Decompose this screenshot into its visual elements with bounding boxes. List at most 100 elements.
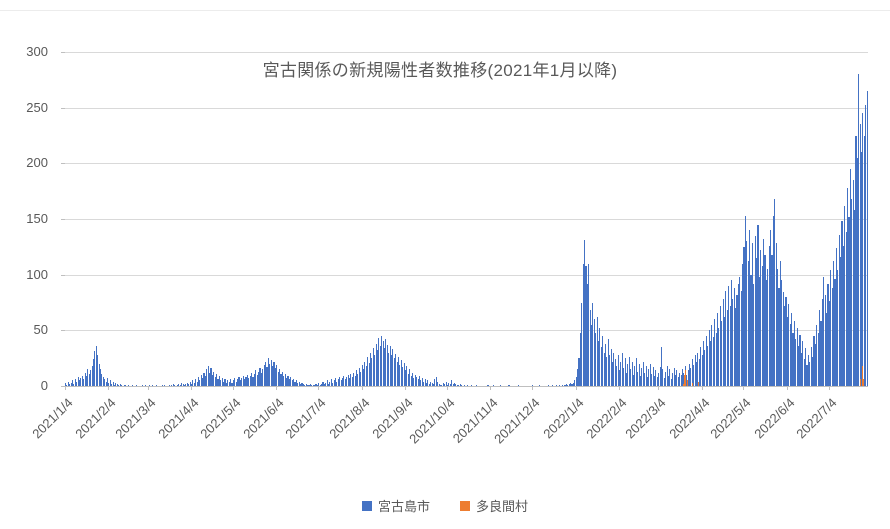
- miyakojima-bar: [680, 374, 682, 386]
- miyakojima-bar: [344, 379, 346, 386]
- miyakojima-bar: [99, 369, 102, 386]
- legend-label-tarama: 多良間村: [476, 499, 529, 514]
- miyakojima-bar: [728, 285, 730, 386]
- miyakojima-bar: [298, 381, 300, 386]
- miyakojima-bar: [624, 358, 626, 386]
- miyakojima-bar: [694, 354, 696, 386]
- miyakojima-bar: [294, 381, 296, 386]
- miyakojima-bar: [704, 350, 706, 386]
- miyakojima-bar: [539, 384, 541, 386]
- miyakojima-bar: [301, 382, 303, 386]
- miyakojima-bar: [658, 372, 660, 386]
- miyakojima-bar: [719, 305, 721, 386]
- miyakojima-bar: [277, 371, 279, 386]
- miyakojima-bar: [635, 358, 637, 386]
- tarama-legend-swatch-icon: [460, 500, 470, 511]
- miyakojima-bar: [348, 378, 351, 386]
- miyakojima-bar: [760, 250, 762, 386]
- miyakojima-bar: [556, 384, 558, 386]
- miyakojima-bar: [287, 375, 289, 386]
- miyakojima-bar: [85, 375, 88, 386]
- miyakojima-bar: [112, 381, 114, 386]
- miyakojima-bar: [803, 359, 805, 386]
- miyakojima-bar: [666, 365, 668, 386]
- miyakojima-bar: [108, 382, 110, 386]
- miyakojima-bar: [455, 383, 457, 386]
- miyakojima-bar: [690, 368, 692, 386]
- miyakojima-bar: [756, 257, 758, 386]
- legend-label-miyakojima: 宮古島市: [377, 499, 430, 514]
- miyakojima-bar: [757, 224, 759, 386]
- miyakojima-bar: [567, 384, 569, 386]
- miyakojima-bar: [600, 347, 602, 386]
- miyakojima-bar: [730, 280, 732, 386]
- miyakojima-bar: [151, 384, 153, 386]
- miyakojima-bar: [255, 370, 257, 386]
- miyakojima-bar: [231, 382, 233, 386]
- miyakojima-bar: [754, 235, 756, 386]
- miyakojima-bar: [174, 384, 176, 386]
- miyakojima-bar: [283, 375, 285, 386]
- miyakojima-bar: [148, 384, 151, 386]
- miyakojima-bar: [319, 384, 321, 386]
- miyakojima-bar: [688, 363, 691, 386]
- miyakojima-bar: [595, 332, 597, 386]
- miyakojima-bar: [558, 384, 560, 386]
- miyakojima-bar: [281, 371, 283, 386]
- miyakojima-bar: [333, 380, 335, 386]
- miyakojima-bar: [693, 364, 695, 386]
- miyakojima-bar: [617, 354, 619, 386]
- legend-item-tarama[interactable]: 多良間村: [460, 496, 528, 515]
- miyakojima-bar: [831, 288, 833, 386]
- miyakojima-bar: [593, 319, 595, 386]
- miyakojima-bar: [78, 380, 81, 386]
- miyakojima-bar: [273, 361, 275, 386]
- miyakojima-bar: [372, 348, 374, 386]
- miyakojima-bar: [217, 379, 219, 386]
- miyakojima-bar: [81, 375, 83, 386]
- miyakojima-bar: [385, 339, 387, 386]
- miyakojima-bar: [224, 379, 226, 386]
- miyakojima-bar: [188, 383, 190, 386]
- miyakojima-bar: [458, 384, 460, 386]
- miyakojima-bar: [379, 345, 381, 386]
- miyakojima-bar: [774, 198, 776, 386]
- miyakojima-bar: [350, 373, 352, 386]
- miyakojima-bar: [722, 299, 724, 386]
- miyakojima-bar: [625, 372, 628, 386]
- tarama-bar: [861, 365, 863, 386]
- miyakojima-legend-swatch-icon: [361, 500, 372, 511]
- miyakojima-bar: [476, 384, 478, 386]
- y-axis-label: 300: [26, 44, 48, 59]
- miyakojima-bar: [642, 361, 644, 386]
- miyakojima-bar: [403, 362, 405, 386]
- miyakojima-bar: [684, 365, 686, 386]
- miyakojima-bar: [824, 294, 826, 386]
- miyakojima-bar: [102, 377, 104, 386]
- miyakojima-bar: [235, 381, 237, 386]
- y-axis-tick: [61, 107, 65, 109]
- miyakojima-bar: [245, 377, 247, 386]
- miyakojima-bar: [84, 372, 86, 386]
- miyakojima-bar: [789, 323, 791, 386]
- miyakojima-bar: [336, 381, 338, 386]
- miyakojima-bar: [753, 283, 755, 386]
- miyakojima-bar: [397, 357, 400, 386]
- legend-item-miyakojima[interactable]: 宮古島市: [361, 496, 430, 515]
- y-axis-tick: [61, 274, 65, 276]
- miyakojima-bar: [863, 135, 865, 386]
- miyakojima-bar: [242, 375, 244, 386]
- miyakojima-bar: [213, 371, 215, 386]
- miyakojima-bar: [667, 375, 670, 386]
- miyakojima-bar: [237, 379, 239, 386]
- x-axis-tick: [786, 386, 788, 390]
- miyakojima-bar: [768, 245, 770, 386]
- miyakojima-bar: [800, 352, 802, 386]
- miyakojima-bar: [106, 378, 109, 386]
- tarama-bar: [686, 380, 688, 386]
- miyakojima-bar: [284, 373, 286, 386]
- miyakojima-bar: [374, 354, 376, 386]
- miyakojima-bar: [416, 377, 418, 386]
- miyakojima-bar: [293, 379, 295, 386]
- miyakojima-bar: [701, 354, 703, 386]
